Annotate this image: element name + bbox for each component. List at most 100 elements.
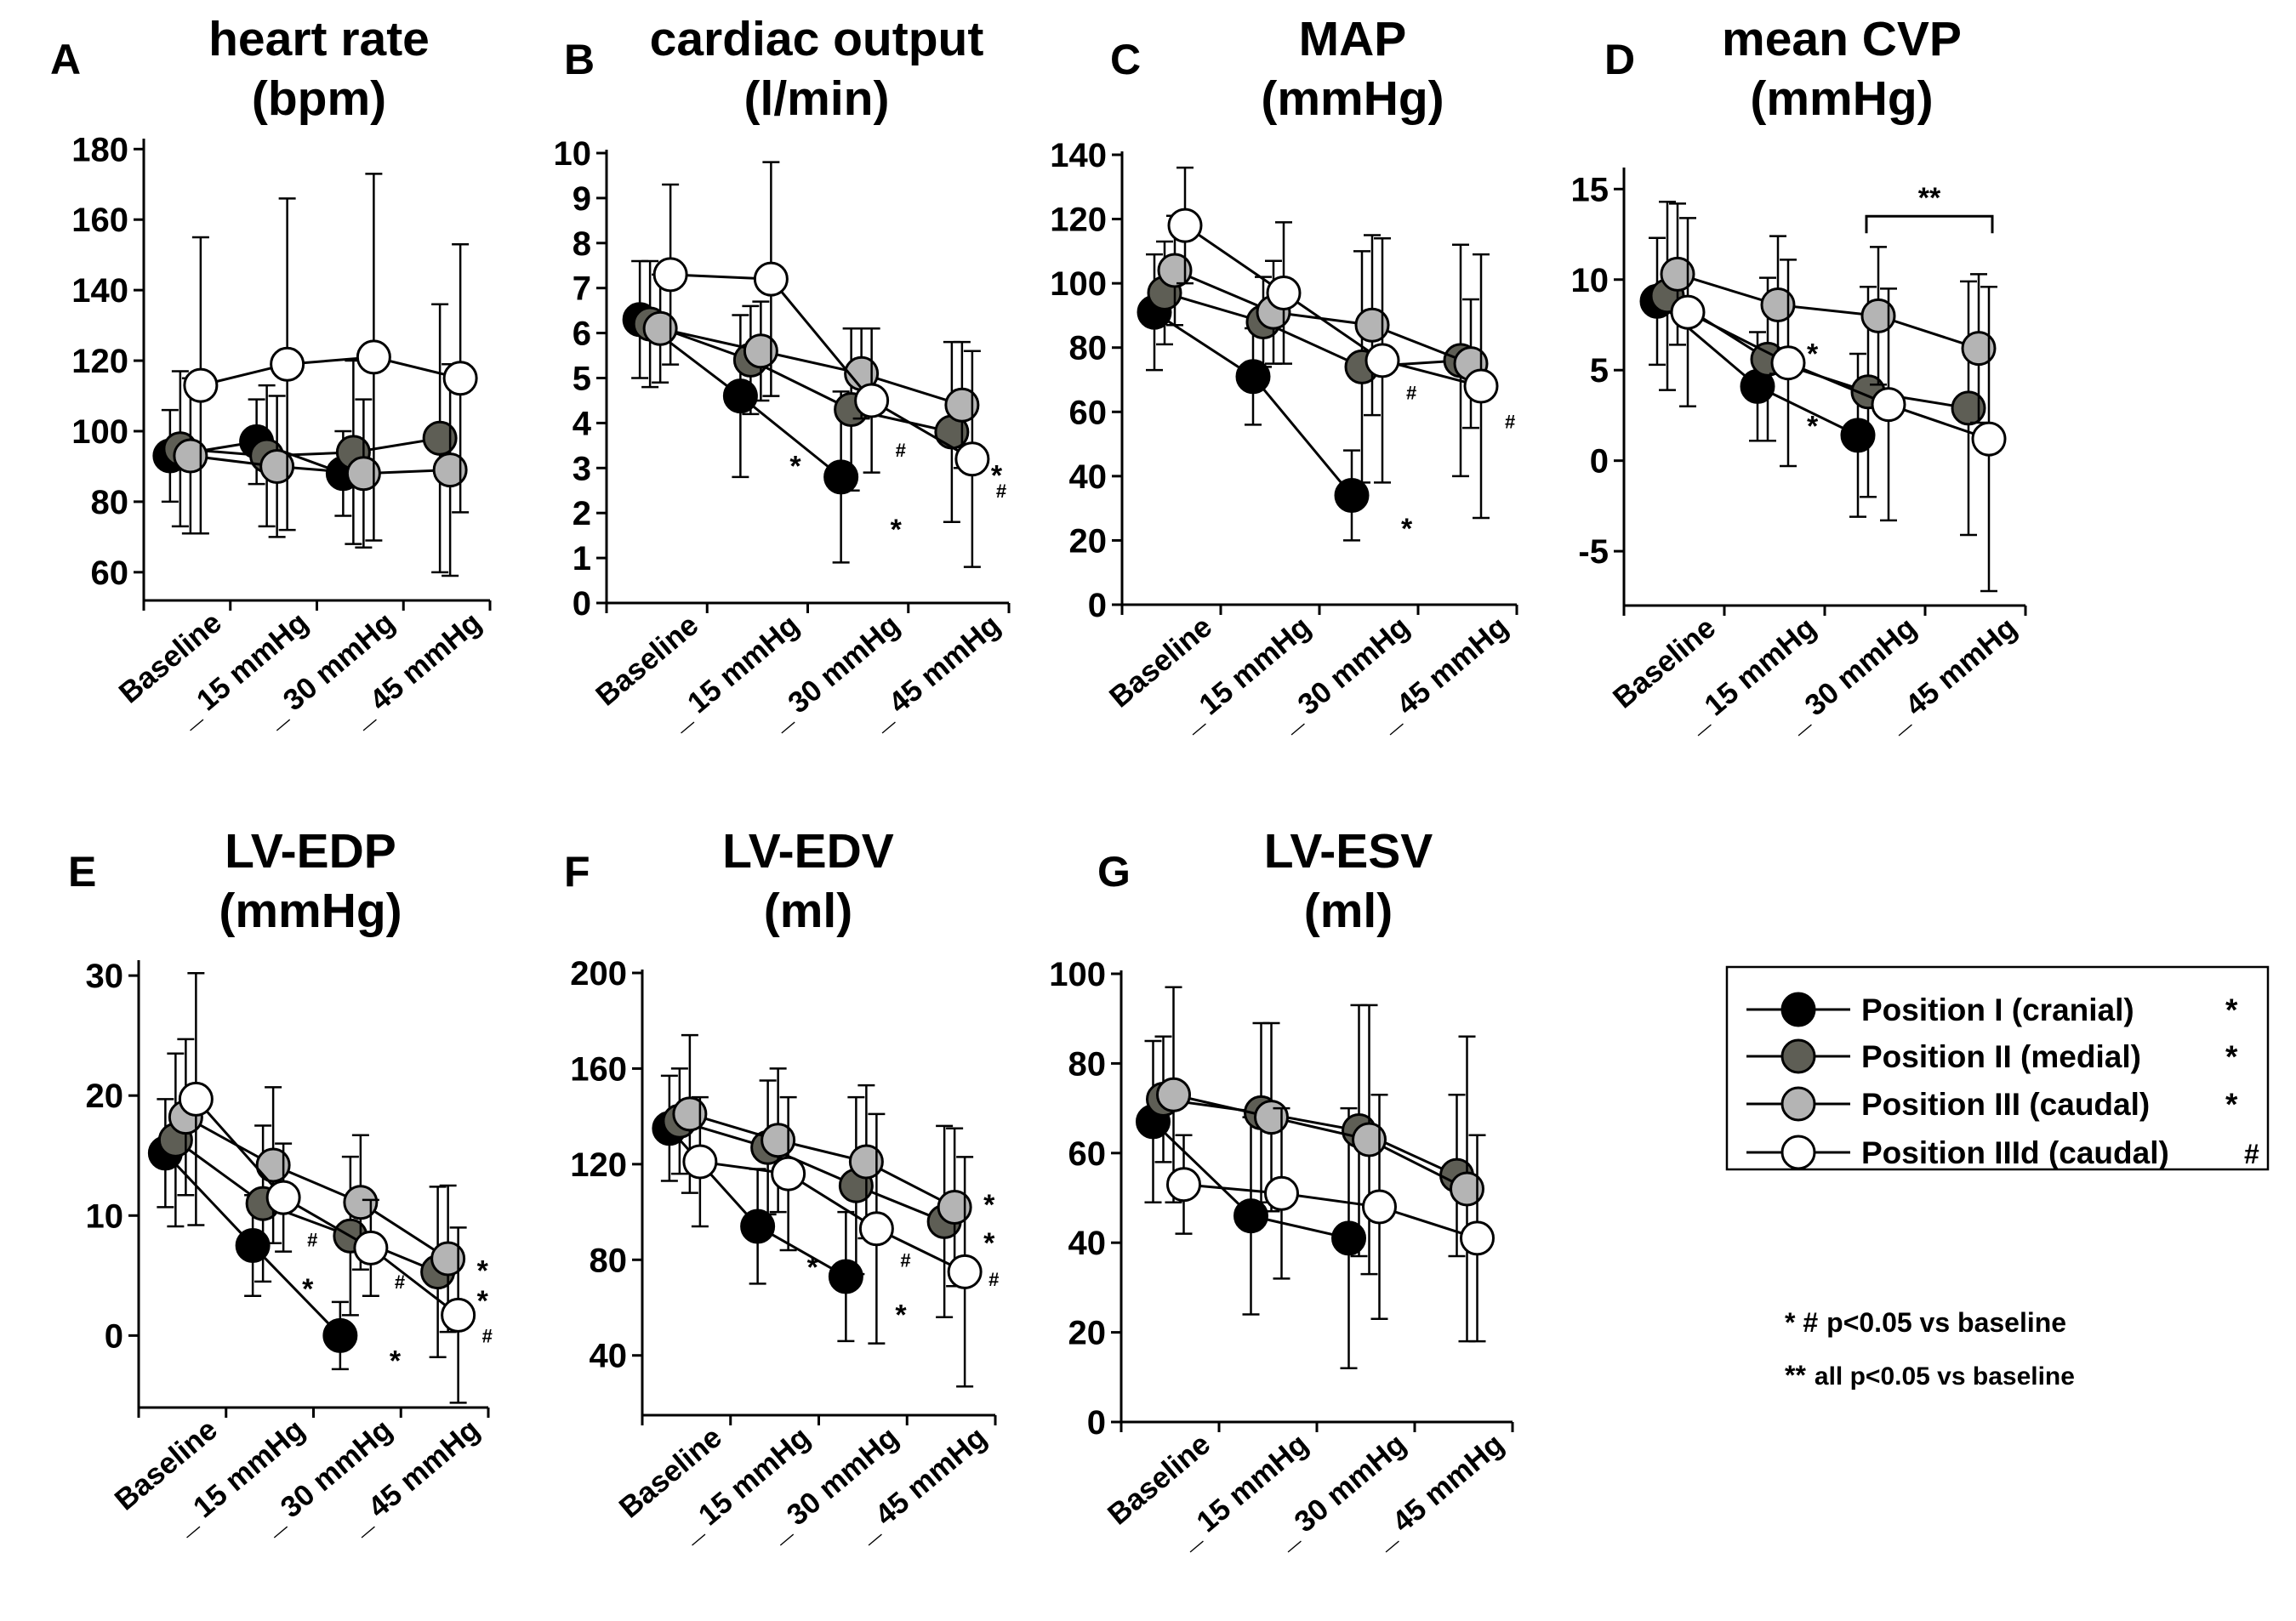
y-tick-label: 5 xyxy=(573,361,591,398)
note-symbol: ** xyxy=(1785,1360,1806,1391)
significance-marker: * xyxy=(1401,513,1413,545)
series-line xyxy=(195,1098,459,1317)
data-point xyxy=(854,383,890,418)
data-point xyxy=(954,441,990,477)
data-point xyxy=(848,1144,884,1180)
y-tick-label: 80 xyxy=(1069,330,1108,367)
data-point xyxy=(432,452,468,488)
significance-notes: * # p<0.05 vs baseline ** all p<0.05 vs ba… xyxy=(1785,1307,2075,1391)
series-position-iii xyxy=(168,1038,466,1334)
legend-label: Position II (medial) xyxy=(1861,1039,2141,1074)
panel-title-line: (l/min) xyxy=(744,71,890,126)
data-point xyxy=(1871,387,1906,423)
data-point xyxy=(1860,298,1896,333)
data-point xyxy=(1235,359,1271,395)
y-tick-label: 140 xyxy=(71,272,128,310)
y-tick-label: 20 xyxy=(1068,1315,1107,1352)
significance-marker: # xyxy=(1406,383,1416,404)
significance-bracket xyxy=(1865,214,1994,234)
panel-title-line: LV-ESV xyxy=(1264,824,1433,879)
legend-significance-marker: # xyxy=(2244,1139,2259,1169)
data-point xyxy=(753,261,789,297)
data-point xyxy=(1362,1189,1397,1225)
data-point xyxy=(1840,418,1876,453)
legend-item: Position I (cranial) * xyxy=(1746,992,2238,1027)
significance-marker: # xyxy=(482,1325,493,1346)
data-point xyxy=(1463,368,1499,404)
legend-marker xyxy=(1780,1086,1816,1122)
series-line xyxy=(174,1139,439,1273)
legend-item: Position II (medial) * xyxy=(1746,1038,2238,1074)
significance-marker: * xyxy=(789,451,801,483)
y-tick-label: 0 xyxy=(1590,443,1609,481)
data-point xyxy=(858,1211,894,1247)
series-line xyxy=(649,322,953,434)
y-tick-label: 120 xyxy=(570,1146,627,1184)
y-tick-label: 160 xyxy=(570,1050,627,1088)
data-point xyxy=(937,1189,972,1225)
series-line xyxy=(190,454,451,475)
data-point xyxy=(1157,253,1193,288)
data-point xyxy=(771,1156,806,1192)
legend-item: Position III (caudal) * xyxy=(1746,1086,2238,1122)
series-position-iii xyxy=(642,273,980,469)
data-point xyxy=(430,1241,466,1277)
panel-letter: E xyxy=(68,848,96,896)
note-line-1: * # p<0.05 vs baseline xyxy=(1785,1307,2066,1338)
panel-title-line: (mmHg) xyxy=(1750,71,1933,126)
data-point xyxy=(682,1144,718,1180)
data-point xyxy=(356,339,391,375)
y-tick-label: 80 xyxy=(590,1242,628,1279)
series-position-iiid xyxy=(1670,217,2007,593)
data-point xyxy=(828,1259,863,1294)
panel-letter: G xyxy=(1097,848,1131,896)
data-point xyxy=(265,1180,301,1215)
series-line xyxy=(1173,1093,1468,1191)
y-tick-label: 30 xyxy=(86,958,124,995)
data-point xyxy=(1951,390,1986,426)
y-tick-label: 100 xyxy=(1050,265,1107,303)
panel-title-line: cardiac output xyxy=(650,12,984,66)
y-tick-label: 1 xyxy=(573,540,591,577)
series-position-iii xyxy=(1157,214,1489,429)
y-tick-label: 40 xyxy=(590,1338,628,1375)
significance-marker: * xyxy=(807,1251,819,1283)
y-tick-label: 160 xyxy=(71,202,128,239)
data-point xyxy=(441,1297,476,1333)
significance-marker: * xyxy=(477,1285,489,1317)
data-point xyxy=(1460,1220,1495,1256)
data-point xyxy=(1331,1220,1366,1256)
data-point xyxy=(1264,1175,1299,1211)
data-point xyxy=(743,333,778,369)
data-point xyxy=(947,1254,983,1289)
series-position-iii xyxy=(1660,202,1997,424)
series-line xyxy=(689,1112,955,1209)
data-point xyxy=(173,438,208,474)
significance-marker: # xyxy=(988,1269,999,1290)
series-position-iiid xyxy=(178,972,476,1404)
data-point xyxy=(1971,421,2007,457)
series-line xyxy=(179,436,441,458)
series-position-iii xyxy=(173,362,468,577)
legend-label: Position IIId (caudal) xyxy=(1861,1135,2169,1170)
y-tick-label: 140 xyxy=(1050,137,1107,174)
panel-title-line: heart rate xyxy=(208,12,430,66)
data-point xyxy=(1961,331,1997,367)
significance-marker: # xyxy=(1505,412,1515,433)
data-point xyxy=(823,459,859,495)
significance-marker: * xyxy=(1807,338,1819,371)
significance-marker: * xyxy=(1807,411,1819,443)
series-position-iiid xyxy=(183,173,478,542)
data-point xyxy=(1166,1167,1201,1203)
legend-label: Position I (cranial) xyxy=(1861,993,2134,1027)
data-point xyxy=(259,448,295,484)
significance-marker: # xyxy=(996,481,1006,502)
data-point xyxy=(353,1230,389,1266)
series-line xyxy=(1184,224,1482,388)
series-line xyxy=(1164,292,1461,368)
significance-marker: * xyxy=(895,1300,907,1332)
panel-title-line: LV-EDV xyxy=(722,824,894,879)
panel-letter: A xyxy=(50,36,81,83)
